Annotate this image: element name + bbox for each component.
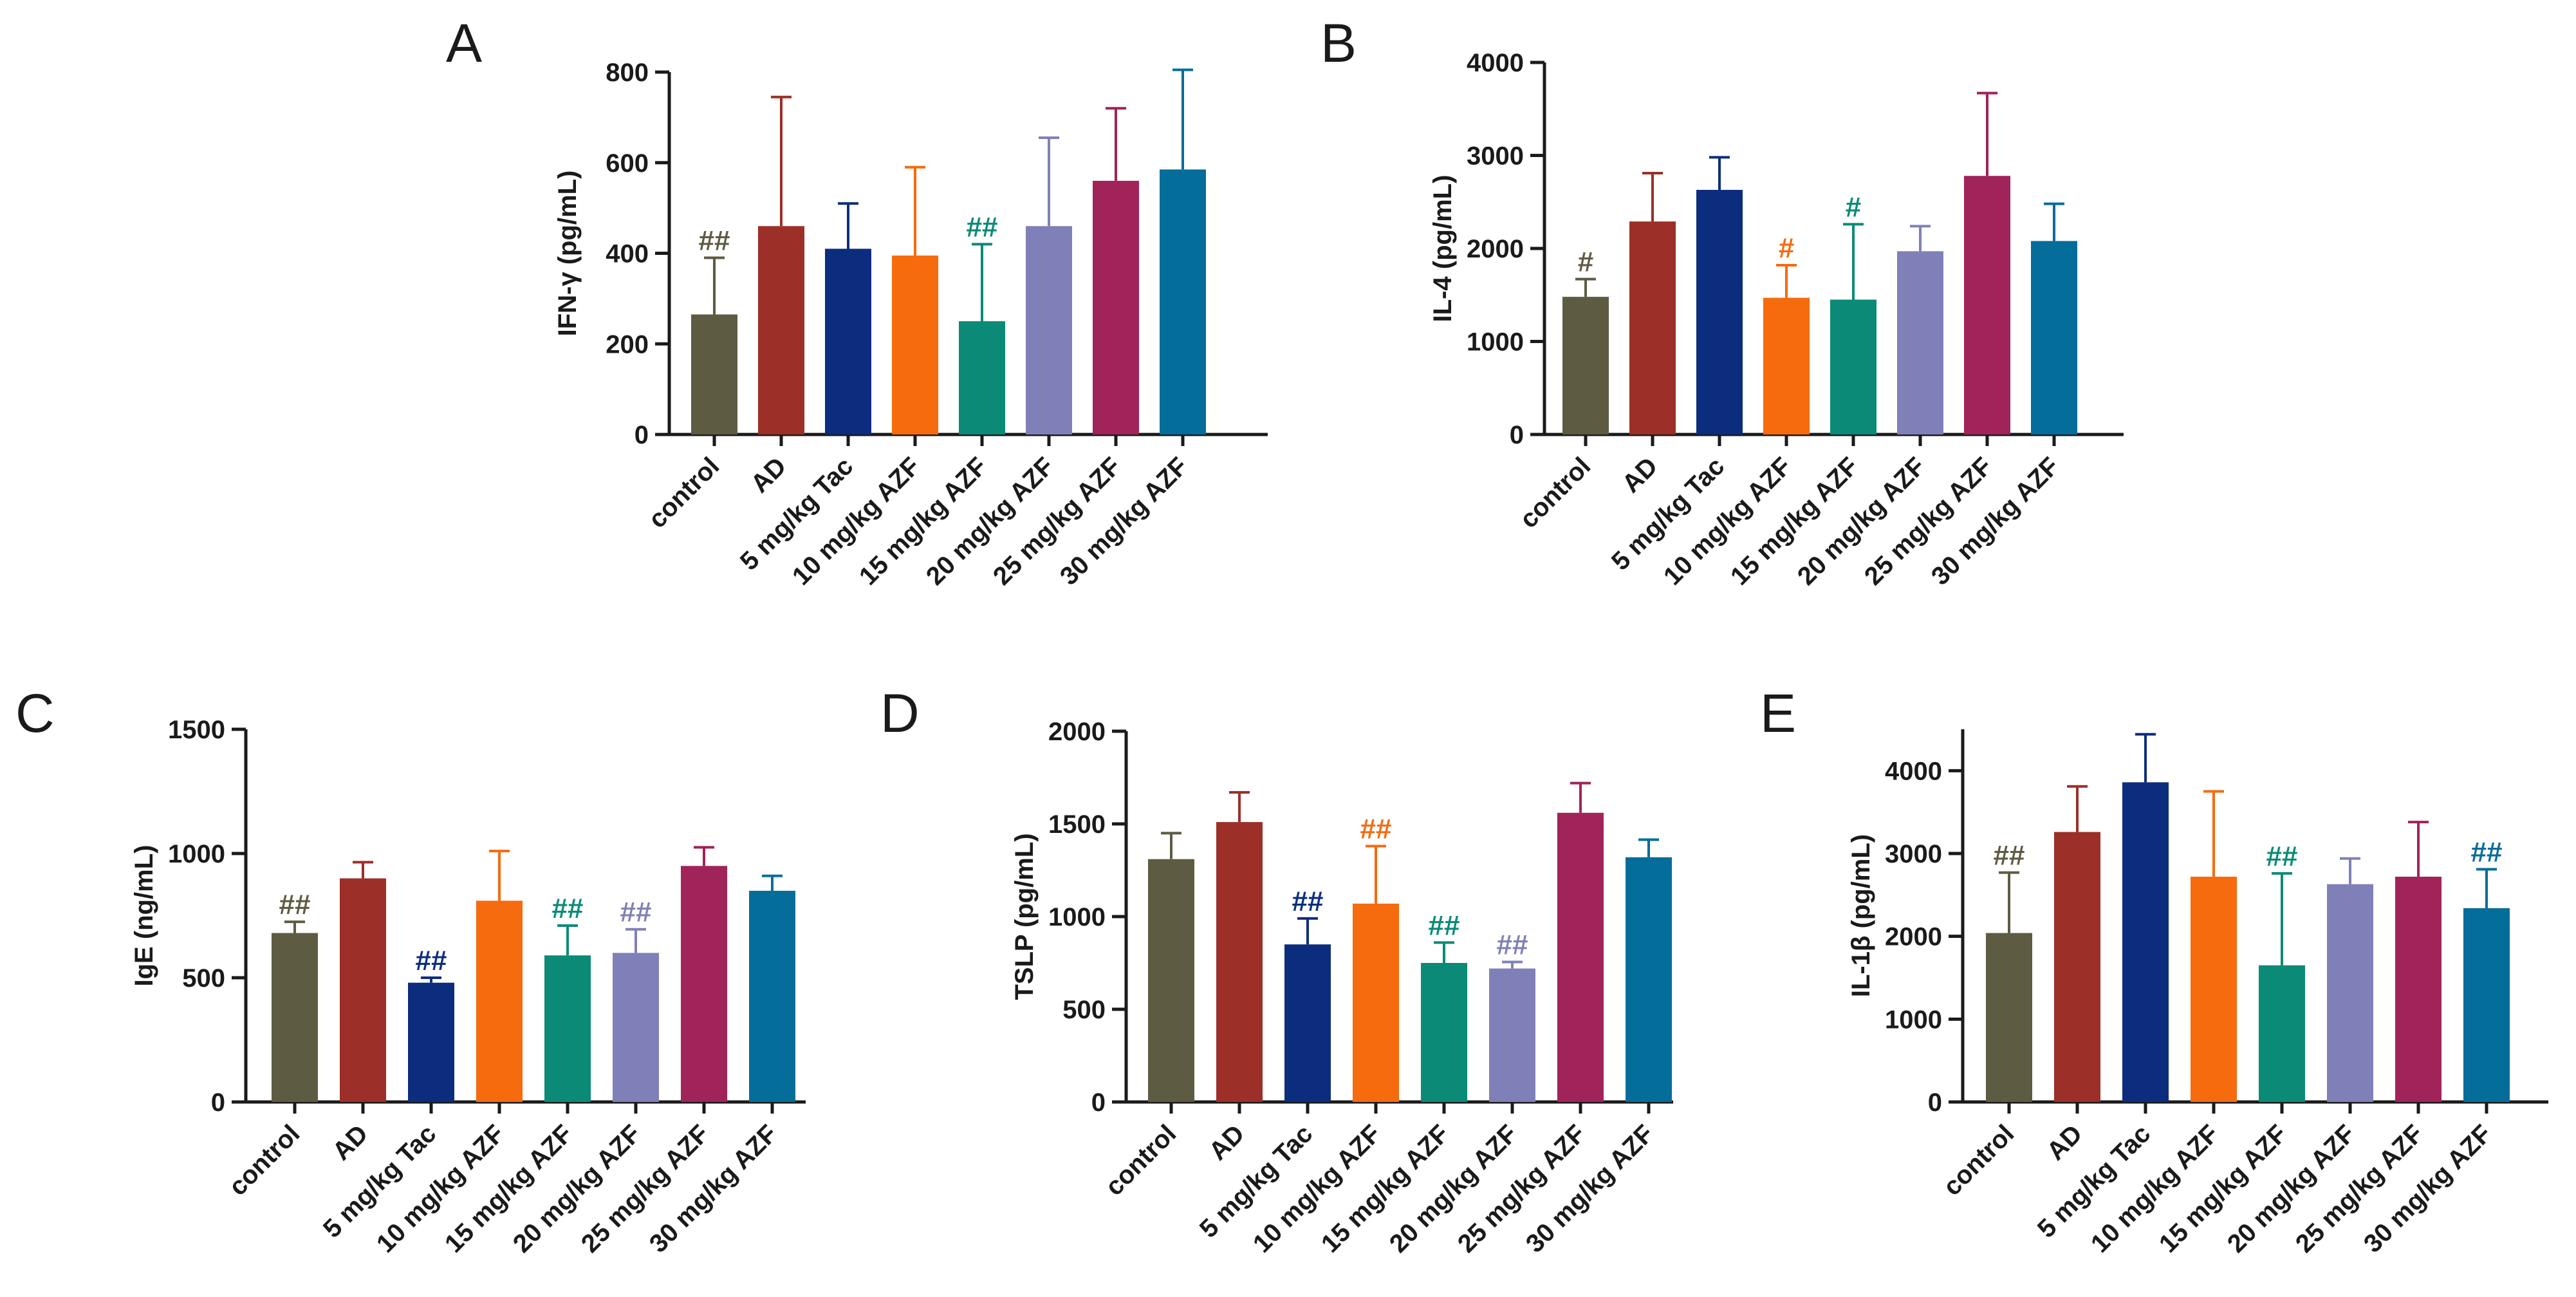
y-tick-label: 2000 — [1885, 923, 1942, 951]
y-tick-label: 0 — [1510, 421, 1524, 449]
bar — [408, 982, 454, 1102]
bar — [1284, 944, 1331, 1102]
significance-label: # — [1846, 191, 1861, 223]
significance-label: ## — [699, 225, 730, 257]
y-tick-label: 1000 — [168, 840, 225, 868]
y-tick-label: 500 — [182, 964, 225, 993]
bar — [1696, 189, 1743, 434]
bar — [1562, 297, 1609, 434]
y-tick-label: 200 — [606, 330, 649, 359]
y-tick-label: 0 — [635, 421, 649, 449]
significance-label: # — [1779, 232, 1794, 264]
bar — [749, 890, 795, 1102]
y-tick-label: 4000 — [1885, 757, 1942, 785]
bar — [758, 226, 804, 434]
significance-label: ## — [552, 893, 584, 924]
y-tick-label: 3000 — [1467, 142, 1524, 171]
significance-label: ## — [279, 889, 311, 920]
bar — [825, 248, 871, 434]
bar — [340, 878, 386, 1102]
significance-label: ## — [967, 211, 998, 243]
significance-label: ## — [620, 897, 652, 928]
bar — [681, 866, 727, 1102]
significance-label: ## — [1994, 840, 2025, 872]
significance-label: ## — [416, 945, 447, 976]
bar — [2259, 965, 2305, 1102]
bar — [1897, 251, 1943, 434]
significance-label: ## — [1292, 886, 1324, 917]
y-tick-label: 400 — [606, 240, 649, 268]
bar — [1093, 180, 1139, 434]
bar — [2031, 241, 2077, 434]
y-tick-label: 0 — [211, 1088, 225, 1117]
y-tick-label: 2000 — [1048, 718, 1106, 746]
bar — [1421, 963, 1467, 1102]
bar — [2191, 877, 2237, 1102]
y-tick-label: 500 — [1062, 996, 1106, 1024]
panel-letter: A — [446, 13, 482, 73]
y-tick-label: 600 — [606, 149, 649, 178]
bar — [1629, 221, 1676, 434]
bar — [2122, 782, 2169, 1102]
y-tick-label: 2000 — [1467, 235, 1524, 263]
y-tick-label: 0 — [1091, 1088, 1106, 1117]
bar — [1353, 903, 1399, 1102]
y-axis-title: IL-4 (pg/mL) — [1429, 175, 1457, 322]
y-axis-title: IgE (ng/mL) — [130, 845, 158, 987]
y-tick-label: 1000 — [1048, 903, 1106, 931]
bar — [1626, 857, 1672, 1102]
bar — [1557, 812, 1604, 1102]
bar — [613, 953, 659, 1102]
y-axis-title: IL-1β (pg/mL) — [1847, 834, 1875, 997]
bar — [1964, 176, 2010, 434]
bar — [1830, 299, 1876, 434]
panel-letter: B — [1320, 13, 1357, 73]
panel-letter: C — [15, 683, 55, 743]
bar — [1148, 859, 1194, 1102]
bar — [272, 933, 318, 1102]
bar — [1216, 822, 1263, 1102]
bar — [476, 900, 523, 1102]
significance-label: ## — [1360, 814, 1392, 845]
significance-label: ## — [1429, 910, 1460, 941]
significance-label: # — [1578, 247, 1593, 278]
y-tick-label: 800 — [606, 59, 649, 87]
y-tick-label: 1500 — [1048, 810, 1106, 839]
significance-label: ## — [2471, 836, 2503, 868]
bar — [1986, 933, 2032, 1102]
y-tick-label: 0 — [1928, 1088, 1942, 1117]
panel-letter: E — [1760, 683, 1796, 743]
y-tick-label: 1500 — [168, 716, 225, 744]
bar — [959, 321, 1005, 434]
bar — [691, 314, 737, 434]
bar — [2463, 908, 2510, 1102]
y-tick-label: 4000 — [1467, 49, 1524, 77]
y-axis-title: IFN-γ (pg/mL) — [553, 171, 582, 337]
bar — [1763, 297, 1810, 434]
y-tick-label: 3000 — [1885, 840, 1942, 868]
bar — [892, 256, 938, 434]
significance-label: ## — [2266, 841, 2298, 872]
bar — [2395, 877, 2442, 1102]
bar — [2054, 832, 2100, 1102]
significance-label: ## — [1497, 929, 1528, 961]
bar — [1160, 169, 1206, 434]
y-axis-title: TSLP (pg/mL) — [1010, 833, 1039, 1000]
bar — [1026, 226, 1072, 434]
y-tick-label: 1000 — [1885, 1005, 1942, 1034]
bar — [544, 955, 591, 1102]
panel-letter: D — [880, 683, 920, 743]
bar — [2327, 884, 2373, 1102]
bar — [1489, 968, 1535, 1102]
y-tick-label: 1000 — [1467, 328, 1524, 357]
